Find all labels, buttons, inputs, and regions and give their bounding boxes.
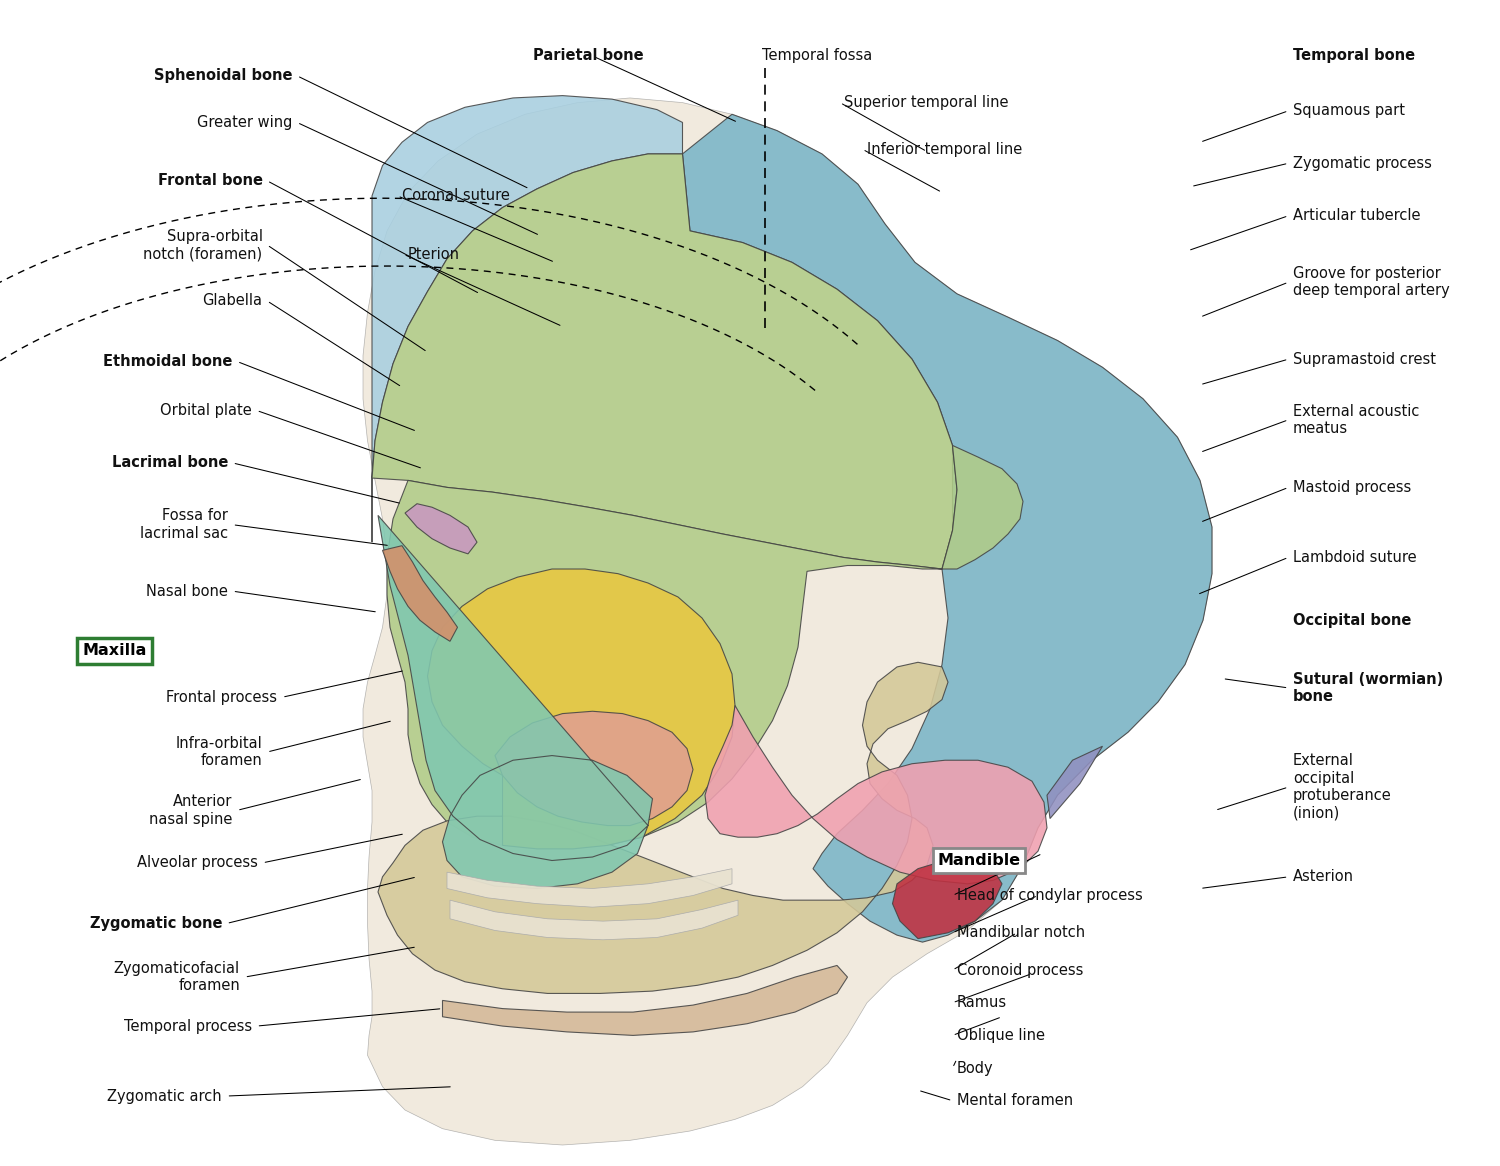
Text: Parietal bone: Parietal bone <box>532 49 644 63</box>
Text: Maxilla: Maxilla <box>82 644 147 658</box>
Text: Mandibular notch: Mandibular notch <box>957 926 1084 940</box>
Text: Pterion: Pterion <box>408 247 460 261</box>
Text: Mastoid process: Mastoid process <box>1293 480 1412 494</box>
Text: Lambdoid suture: Lambdoid suture <box>1293 550 1416 564</box>
Text: Alveolar process: Alveolar process <box>136 856 258 870</box>
Text: Oblique line: Oblique line <box>957 1028 1046 1042</box>
Text: Greater wing: Greater wing <box>196 115 292 129</box>
Text: External acoustic
meatus: External acoustic meatus <box>1293 403 1419 436</box>
Text: Anterior
nasal spine: Anterior nasal spine <box>148 794 232 827</box>
Text: Head of condylar process: Head of condylar process <box>957 888 1143 902</box>
Text: Zygomaticofacial
foramen: Zygomaticofacial foramen <box>114 961 240 993</box>
Text: Lacrimal bone: Lacrimal bone <box>111 456 228 470</box>
Polygon shape <box>495 711 693 826</box>
Text: Supra-orbital
notch (foramen): Supra-orbital notch (foramen) <box>144 229 262 261</box>
Text: Temporal bone: Temporal bone <box>1293 49 1414 63</box>
Polygon shape <box>405 504 477 554</box>
Text: Body: Body <box>957 1061 993 1075</box>
Polygon shape <box>387 445 1023 849</box>
Text: Glabella: Glabella <box>202 294 262 308</box>
Text: Coronal suture: Coronal suture <box>402 189 510 203</box>
Text: Nasal bone: Nasal bone <box>146 584 228 598</box>
Polygon shape <box>427 569 735 849</box>
Polygon shape <box>363 98 1212 1145</box>
Text: Temporal process: Temporal process <box>124 1019 252 1033</box>
Text: Infra-orbital
foramen: Infra-orbital foramen <box>176 736 262 768</box>
Text: Zygomatic arch: Zygomatic arch <box>108 1089 222 1103</box>
Polygon shape <box>682 114 1212 942</box>
Polygon shape <box>447 869 732 907</box>
Polygon shape <box>372 154 957 569</box>
Polygon shape <box>442 965 848 1035</box>
Text: Occipital bone: Occipital bone <box>1293 613 1412 627</box>
Text: Zygomatic bone: Zygomatic bone <box>90 916 222 930</box>
Text: Frontal bone: Frontal bone <box>158 174 262 188</box>
Text: Inferior temporal line: Inferior temporal line <box>867 142 1022 156</box>
Text: Ethmoidal bone: Ethmoidal bone <box>104 354 232 368</box>
Text: Asterion: Asterion <box>1293 870 1354 884</box>
Text: Mental foramen: Mental foramen <box>957 1094 1072 1108</box>
Text: Fossa for
lacrimal sac: Fossa for lacrimal sac <box>140 508 228 541</box>
Text: Temporal fossa: Temporal fossa <box>762 49 873 63</box>
Polygon shape <box>378 662 948 993</box>
Polygon shape <box>705 705 1047 884</box>
Polygon shape <box>382 546 458 641</box>
Polygon shape <box>1047 746 1102 819</box>
Text: Squamous part: Squamous part <box>1293 104 1406 118</box>
Text: Orbital plate: Orbital plate <box>160 403 252 417</box>
Text: Articular tubercle: Articular tubercle <box>1293 209 1420 223</box>
Polygon shape <box>372 96 682 542</box>
Text: Ramus: Ramus <box>957 996 1006 1010</box>
Text: Mandible: Mandible <box>938 854 1020 868</box>
Text: Frontal process: Frontal process <box>166 690 278 704</box>
Polygon shape <box>450 900 738 940</box>
Text: Supramastoid crest: Supramastoid crest <box>1293 352 1436 366</box>
Text: Zygomatic process: Zygomatic process <box>1293 156 1432 170</box>
Text: Groove for posterior
deep temporal artery: Groove for posterior deep temporal arter… <box>1293 266 1449 298</box>
Text: Coronoid process: Coronoid process <box>957 963 1083 977</box>
Polygon shape <box>892 861 1002 939</box>
Text: Superior temporal line: Superior temporal line <box>844 96 1010 110</box>
Text: Sutural (wormian)
bone: Sutural (wormian) bone <box>1293 672 1443 704</box>
Polygon shape <box>378 515 652 888</box>
Text: External
occipital
protuberance
(inion): External occipital protuberance (inion) <box>1293 753 1392 821</box>
Text: Sphenoidal bone: Sphenoidal bone <box>154 69 292 83</box>
